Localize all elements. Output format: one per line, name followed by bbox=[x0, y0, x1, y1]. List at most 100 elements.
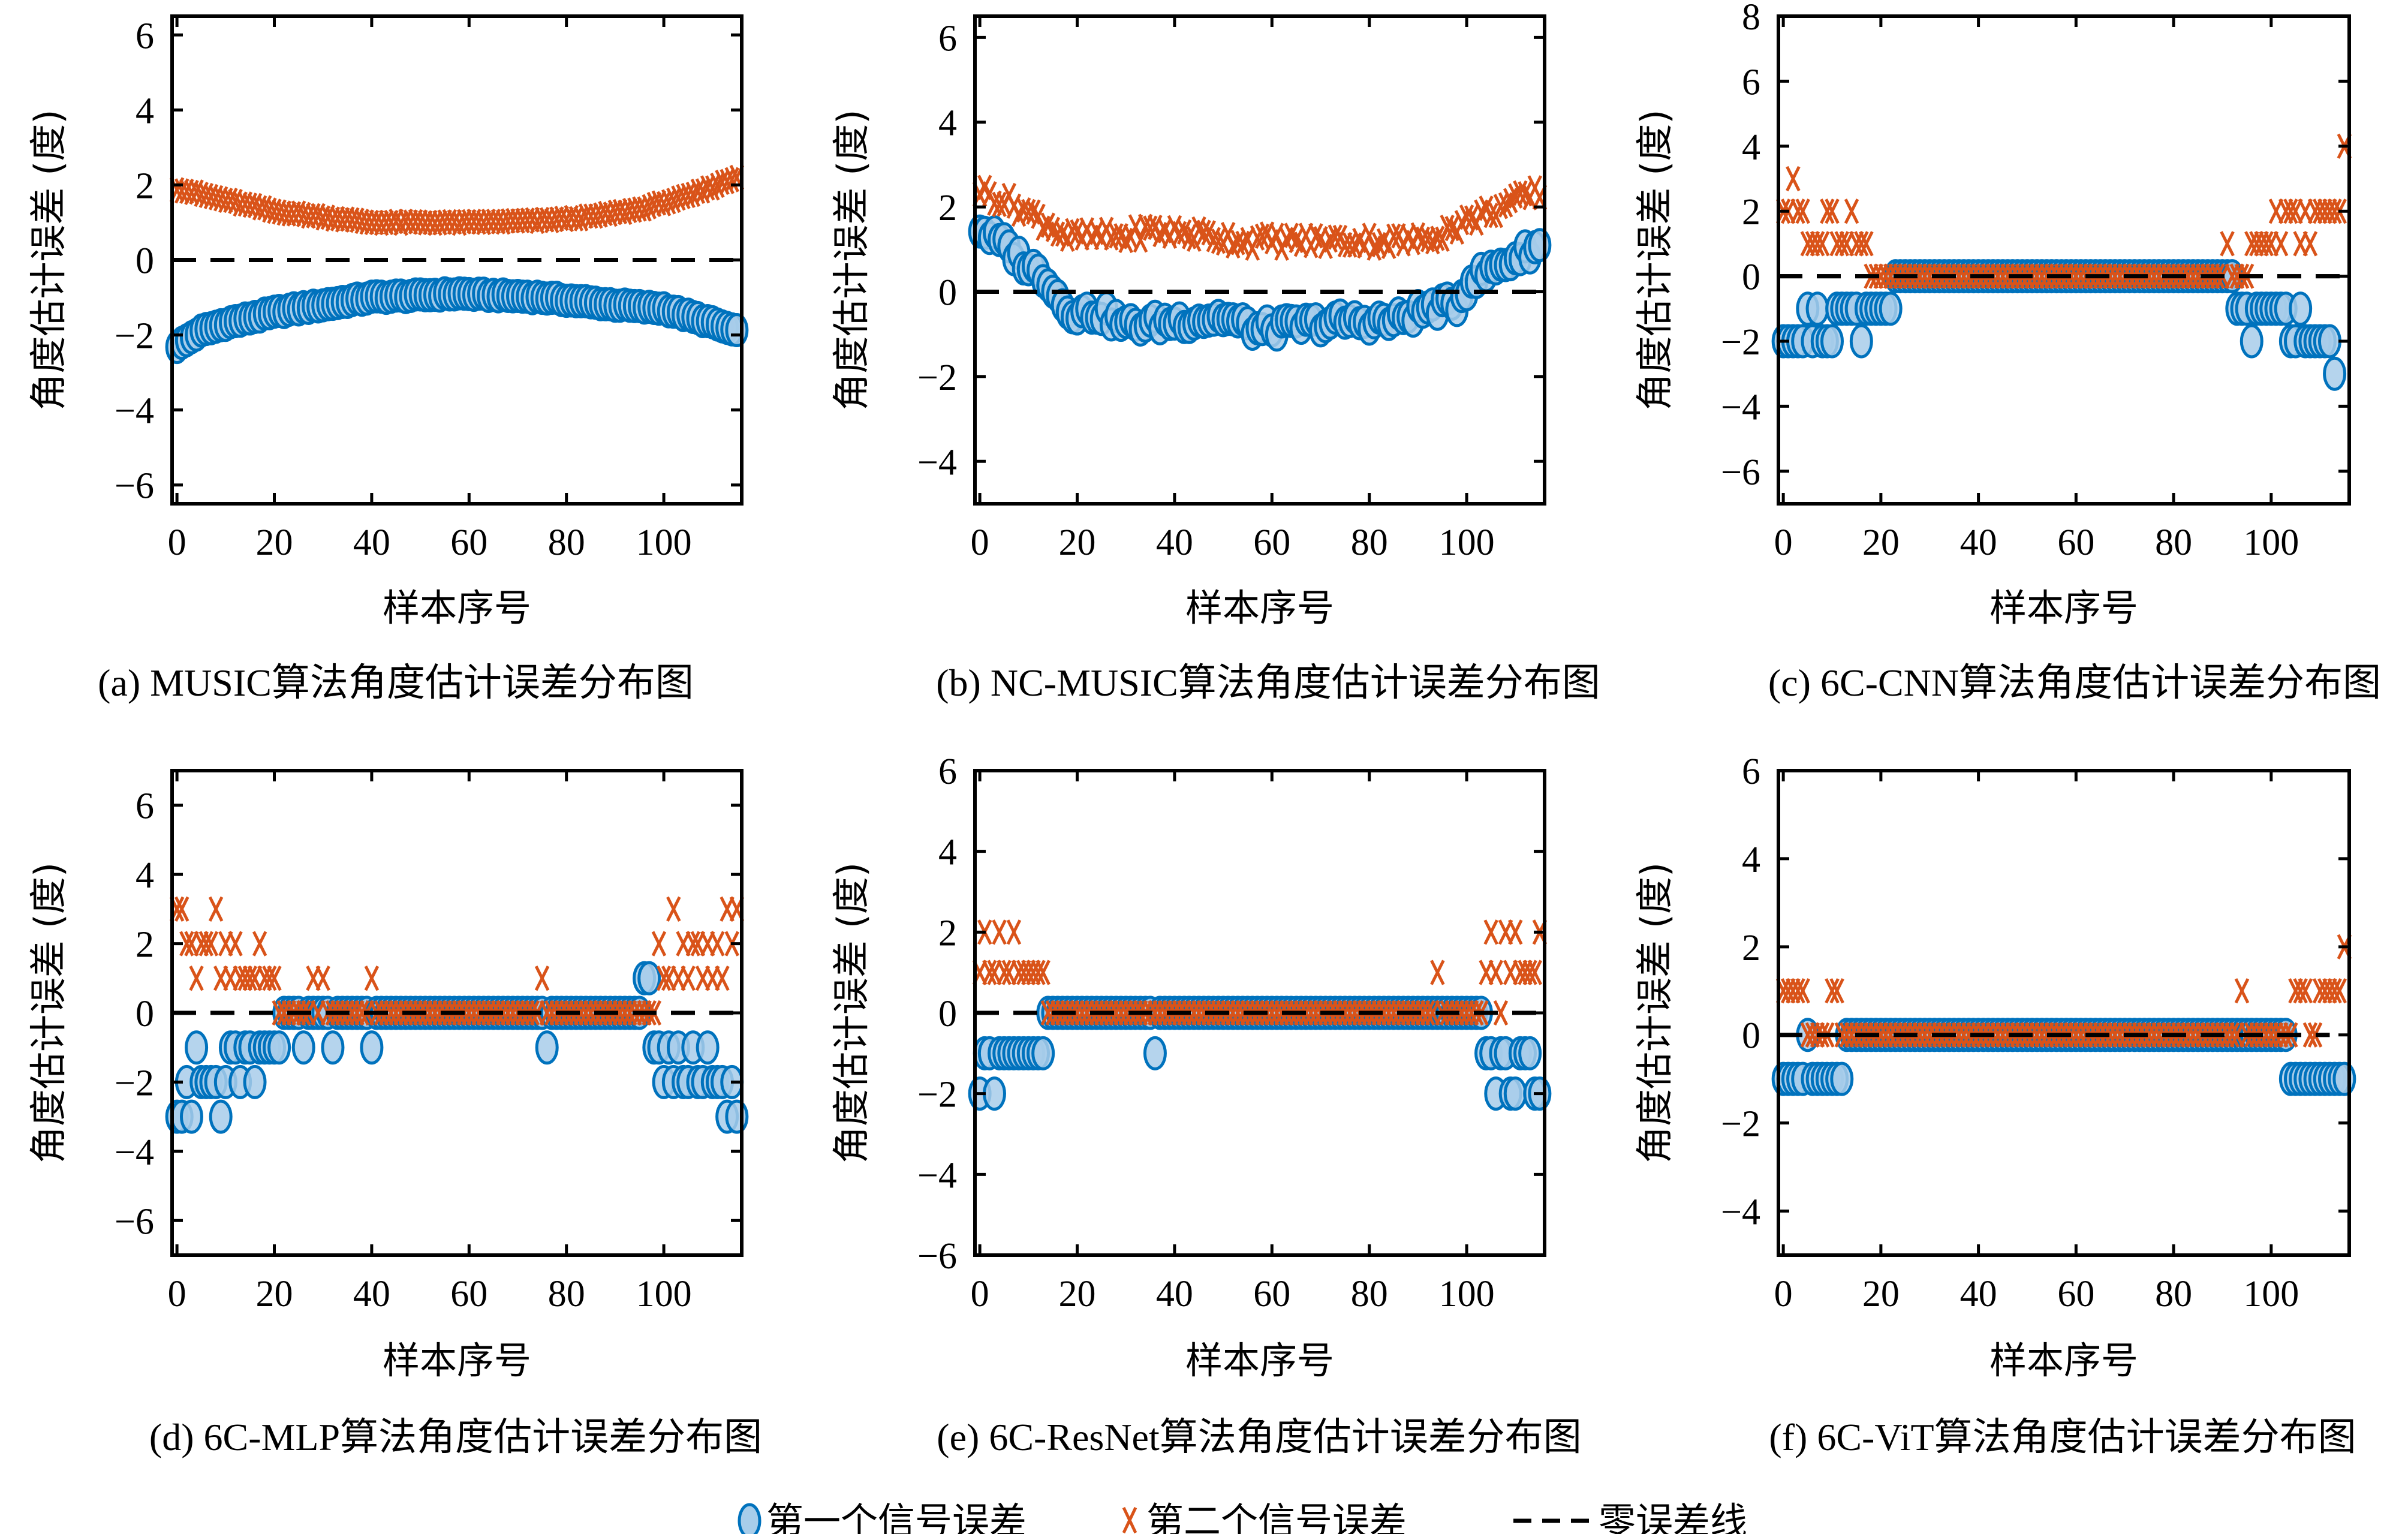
data-point-series2 bbox=[715, 965, 730, 991]
data-point-series2 bbox=[350, 1000, 365, 1026]
data-point-series2 bbox=[1196, 1000, 1211, 1026]
y-tick-label: −2 bbox=[1721, 1104, 1760, 1145]
data-point-series2 bbox=[1050, 221, 1065, 247]
data-point-series2 bbox=[2317, 978, 2332, 1004]
data-point-series2 bbox=[1834, 1022, 1850, 1048]
data-point-series2 bbox=[2283, 198, 2298, 224]
y-tick-label: −2 bbox=[1721, 322, 1760, 363]
data-point-series2 bbox=[1859, 231, 1874, 257]
data-point-series2 bbox=[2312, 198, 2328, 224]
x-tick-label: 40 bbox=[1960, 1274, 1997, 1315]
data-point-series2 bbox=[1995, 263, 2010, 289]
data-point-series2 bbox=[982, 959, 997, 985]
x-tick-label: 0 bbox=[1774, 1274, 1793, 1315]
y-tick-label: 2 bbox=[1742, 192, 1760, 233]
legend-circle-marker-icon bbox=[738, 1503, 761, 1534]
data-point-series2 bbox=[276, 1000, 291, 1026]
data-point-series2 bbox=[1454, 1000, 1470, 1026]
data-point-series1 bbox=[725, 312, 749, 347]
data-point-series2 bbox=[1269, 1000, 1284, 1026]
data-point-series1 bbox=[209, 1099, 233, 1134]
y-tick-label: 4 bbox=[938, 103, 957, 144]
y-tick-label: −4 bbox=[1721, 1192, 1760, 1233]
data-point-series2 bbox=[462, 1000, 477, 1026]
data-point-series2 bbox=[637, 196, 652, 222]
data-point-series2 bbox=[2220, 1022, 2235, 1048]
panel-f: 0 20 40 60 80 100 −4 −2 0 2 4 6 样本序号 角度估计误差 (度) (f) 6C… bbox=[1633, 751, 2356, 1458]
data-point-series2 bbox=[1230, 1000, 1245, 1026]
data-point-series2 bbox=[1849, 231, 1864, 257]
data-point-series2 bbox=[992, 191, 1007, 218]
y-tick-label: 2 bbox=[938, 188, 957, 228]
data-point-series2 bbox=[2263, 231, 2279, 257]
data-point-series2 bbox=[2069, 1022, 2084, 1048]
data-point-series2 bbox=[2288, 198, 2303, 224]
data-point-series2 bbox=[257, 965, 272, 991]
y-axis-title: 角度估计误差 (度) bbox=[26, 109, 70, 410]
data-point-series2 bbox=[2327, 978, 2342, 1004]
data-point-series2 bbox=[247, 965, 263, 991]
data-point-series2 bbox=[267, 965, 282, 991]
x-tick-label: 40 bbox=[1156, 1274, 1193, 1315]
x-tick-label: 60 bbox=[2057, 1274, 2094, 1315]
data-point-series2 bbox=[311, 1000, 326, 1026]
data-point-series2 bbox=[1274, 1000, 1289, 1026]
data-point-series2 bbox=[1883, 1022, 1898, 1048]
data-point-series2 bbox=[2229, 1022, 2245, 1048]
data-point-series2 bbox=[1795, 198, 1810, 224]
data-point-series2 bbox=[1873, 1022, 1889, 1048]
data-point-series2 bbox=[1347, 1000, 1362, 1026]
x-tick-label: 20 bbox=[1059, 1274, 1096, 1315]
data-point-series1 bbox=[1830, 1061, 1854, 1096]
data-point-series2 bbox=[179, 931, 194, 957]
data-point-series1 bbox=[291, 1030, 315, 1065]
data-point-series2 bbox=[1483, 919, 1498, 945]
data-point-series2 bbox=[1800, 231, 1816, 257]
x-tick-label: 100 bbox=[636, 1274, 692, 1315]
data-point-series2 bbox=[2142, 1022, 2157, 1048]
data-point-series1 bbox=[267, 1030, 291, 1065]
data-point-series1 bbox=[1503, 1076, 1527, 1111]
panel-caption: (a) MUSIC算法角度估计误差分布图 bbox=[98, 661, 694, 704]
data-point-series2 bbox=[428, 1000, 443, 1026]
legend-zero-line-label: 零误差线 bbox=[1599, 1499, 1747, 1534]
data-point-series2 bbox=[2147, 263, 2162, 289]
legend: 第一个信号误差 第二个信号误差 零误差线 bbox=[738, 1499, 1747, 1534]
data-point-series2 bbox=[1133, 227, 1148, 253]
y-axis-title: 角度估计误差 (度) bbox=[26, 862, 70, 1163]
plot-area bbox=[968, 919, 1552, 1111]
data-point-series2 bbox=[1961, 263, 1976, 289]
data-point-series1 bbox=[1518, 1036, 1542, 1070]
data-point-series2 bbox=[2302, 231, 2318, 257]
data-point-series1 bbox=[1805, 291, 1829, 326]
data-point-series2 bbox=[676, 931, 691, 957]
data-point-series2 bbox=[1990, 1022, 2006, 1048]
y-tick-label: 8 bbox=[1742, 0, 1760, 38]
x-tick-label: 40 bbox=[353, 1274, 390, 1315]
x-tick-label: 80 bbox=[1351, 1274, 1388, 1315]
data-point-series2 bbox=[1844, 1022, 1859, 1048]
data-point-series2 bbox=[2244, 231, 2259, 257]
data-point-series2 bbox=[2322, 978, 2337, 1004]
data-point-series2 bbox=[1430, 225, 1445, 251]
y-tick-label: 2 bbox=[1742, 928, 1760, 968]
data-point-series2 bbox=[671, 965, 686, 991]
data-point-series2 bbox=[1917, 1022, 1933, 1048]
data-point-series2 bbox=[1795, 978, 1810, 1004]
y-tick-label: −4 bbox=[115, 391, 154, 432]
data-point-series1 bbox=[2332, 1061, 2356, 1096]
y-tick-label: −6 bbox=[917, 1236, 957, 1277]
data-point-series2 bbox=[1079, 1000, 1094, 1026]
data-point-series1 bbox=[360, 1030, 384, 1065]
y-tick-label: −2 bbox=[115, 316, 154, 357]
data-point-series2 bbox=[685, 931, 701, 957]
data-point-series2 bbox=[1386, 223, 1401, 249]
data-point-series2 bbox=[1342, 232, 1357, 258]
data-point-series2 bbox=[315, 965, 330, 991]
x-tick-label: 80 bbox=[548, 522, 585, 563]
data-point-series1 bbox=[2317, 324, 2341, 359]
data-point-series2 bbox=[1883, 263, 1898, 289]
panel-d: 0 20 40 60 80 100 −6 −4 −2 0 2 4 6 样本序号 角度估计误差 (度) (d) … bbox=[26, 769, 762, 1458]
x-tick-label: 40 bbox=[353, 522, 390, 563]
data-point-series2 bbox=[2298, 978, 2313, 1004]
